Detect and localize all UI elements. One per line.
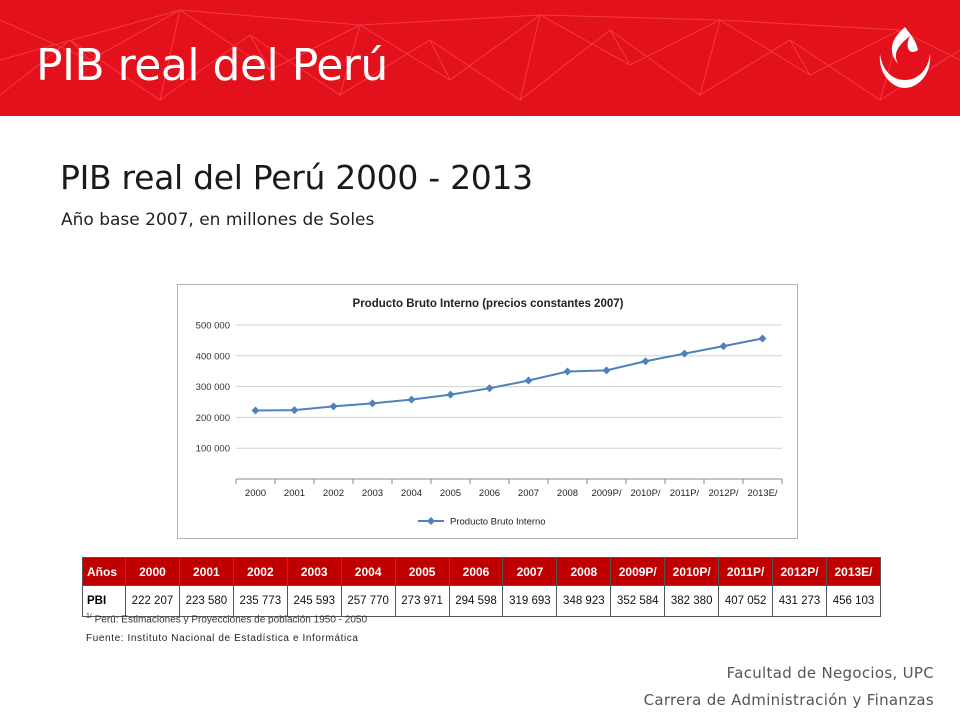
table-year-cell: 2011P/: [718, 557, 774, 586]
y-tick-label: 100 000: [196, 444, 230, 455]
y-tick-label: 300 000: [196, 382, 230, 393]
data-point: [407, 395, 416, 404]
data-point: [329, 402, 338, 411]
x-tick-label: 2001: [284, 488, 305, 499]
data-point: [485, 384, 494, 393]
upc-flame-logo-icon: [879, 27, 931, 88]
x-tick-label: 2011P/: [670, 488, 700, 499]
table-value-cell: 235 773: [232, 585, 288, 617]
table-year-cell: 2006: [448, 557, 504, 586]
x-tick-label: 2000: [245, 488, 266, 499]
x-tick-label: 2006: [479, 488, 500, 499]
title-banner: PIB real del Perú: [0, 0, 960, 116]
table-year-cell: 2013E/: [825, 557, 882, 586]
series-line: [255, 337, 763, 412]
x-tick-label: 2002: [323, 488, 344, 499]
source-note: Fuente: Instituto Nacional de Estadístic…: [86, 633, 359, 644]
table-value-cell: 294 598: [448, 585, 504, 617]
slide-title: PIB real del Perú: [36, 40, 388, 91]
table-value-row: PBI 222 207 223 580 235 773 245 593 257 770 2…: [82, 585, 882, 617]
table-value-cell: 319 693: [502, 585, 558, 617]
footnote: 1/ Perú: Estimaciones y Proyecciones de …: [86, 613, 367, 624]
line-chart: Producto Bruto Interno (precios constant…: [177, 284, 798, 539]
data-point: [563, 367, 572, 376]
data-point: [368, 399, 377, 408]
table-year-cell: 2000: [125, 557, 180, 586]
x-tick-label: 2010P/: [630, 488, 660, 499]
table-year-cell: 2003: [286, 557, 342, 586]
data-point: [719, 342, 728, 351]
chart-canvas: Producto Bruto Interno (precios constant…: [196, 298, 783, 528]
footer-career: Carrera de Administración y Finanzas: [643, 691, 934, 709]
chart-title: Producto Bruto Interno (precios constant…: [353, 298, 624, 310]
table-year-cell: 2009P/: [610, 557, 666, 586]
footer: Facultad de Negocios, UPC Carrera de Adm…: [644, 660, 934, 714]
table-year-cell: 2012P/: [772, 557, 827, 586]
table-year-cell: 2005: [394, 557, 450, 586]
table-year-cell: 2010P/: [664, 557, 720, 586]
y-tick-label: 200 000: [196, 413, 230, 424]
legend-label: Producto Bruto Interno: [450, 517, 546, 528]
x-tick-label: 2013E/: [747, 488, 777, 499]
data-point: [251, 406, 260, 415]
table-value-cell: 257 770: [340, 585, 396, 617]
table-header-label: Años: [82, 557, 126, 586]
data-point: [641, 357, 650, 366]
table-year-cell: 2008: [556, 557, 612, 586]
table-value-cell: 223 580: [178, 585, 234, 617]
y-tick-label: 400 000: [196, 351, 230, 362]
data-point: [680, 349, 689, 358]
data-point: [446, 390, 455, 399]
chart-heading: PIB real del Perú 2000 - 2013: [60, 158, 533, 197]
chart-subheading: Año base 2007, en millones de Soles: [61, 210, 375, 230]
table-year-cell: 2001: [178, 557, 234, 586]
footer-faculty: Facultad de Negocios, UPC: [726, 664, 934, 682]
banner-network-pattern: [0, 9, 960, 101]
table-value-cell: 348 923: [556, 585, 612, 617]
y-tick-label: 500 000: [196, 321, 230, 332]
x-tick-label: 2009P/: [591, 488, 621, 499]
x-tick-label: 2007: [518, 488, 539, 499]
table-row-label: PBI: [82, 585, 126, 617]
data-point: [758, 334, 767, 343]
x-tick-label: 2012P/: [708, 488, 738, 499]
data-point: [602, 366, 611, 375]
data-point: [524, 376, 533, 385]
table-value-cell: 222 207: [125, 585, 180, 617]
table-value-cell: 407 052: [718, 585, 774, 617]
table-value-cell: 456 103: [825, 585, 882, 617]
x-tick-label: 2005: [440, 488, 461, 499]
table-value-cell: 273 971: [394, 585, 450, 617]
pbi-data-table: Años 2000 2001 2002 2003 2004 2005 2006 2007 200…: [82, 557, 882, 617]
legend-marker: [427, 517, 435, 525]
table-value-cell: 431 273: [772, 585, 827, 617]
table-year-cell: 2007: [502, 557, 558, 586]
footnote-marker: 1/: [86, 613, 92, 620]
table-year-cell: 2002: [232, 557, 288, 586]
x-tick-label: 2008: [557, 488, 578, 499]
x-tick-label: 2003: [362, 488, 383, 499]
table-value-cell: 245 593: [286, 585, 342, 617]
table-year-cell: 2004: [340, 557, 396, 586]
table-value-cell: 352 584: [610, 585, 666, 617]
table-value-cell: 382 380: [664, 585, 720, 617]
table-header-row: Años 2000 2001 2002 2003 2004 2005 2006 2007 200…: [82, 557, 882, 586]
x-tick-label: 2004: [401, 488, 422, 499]
data-point: [290, 406, 299, 415]
footnote-text: Perú: Estimaciones y Proyecciones de pob…: [94, 614, 368, 624]
